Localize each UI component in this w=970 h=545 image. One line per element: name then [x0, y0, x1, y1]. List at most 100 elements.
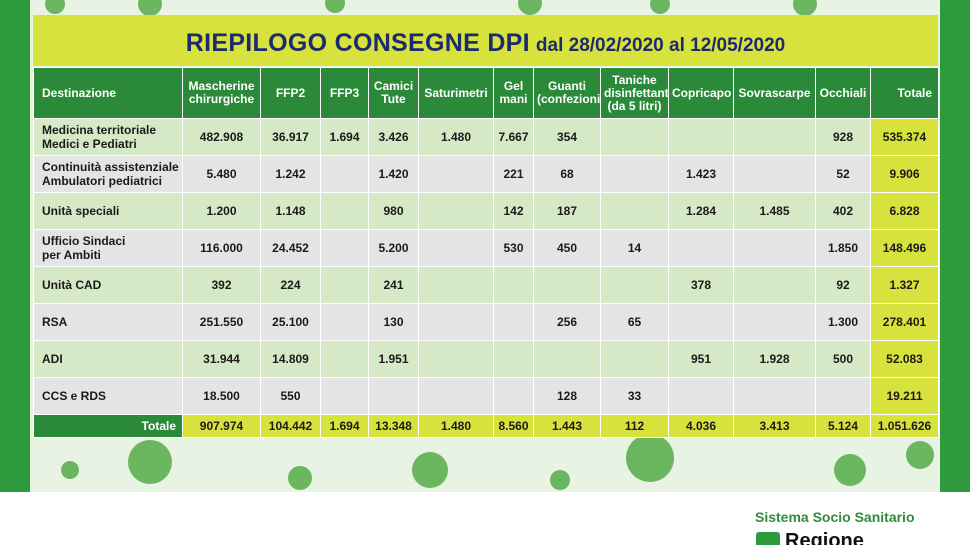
total-cell: 8.560: [493, 414, 534, 438]
value-cell: 550: [260, 377, 321, 415]
text-line: Mascherine: [188, 79, 255, 93]
text-line: Destinazione: [42, 85, 117, 100]
value-cell: 251.550: [182, 303, 261, 341]
value-cell: 5.480: [182, 155, 261, 193]
value-cell: [368, 377, 419, 415]
value-cell: [600, 192, 669, 230]
total-cell: 104.442: [260, 414, 321, 438]
value-cell: [600, 340, 669, 378]
value-cell: 142: [493, 192, 534, 230]
column-header: FFP3: [320, 67, 369, 119]
column-header: Totale: [870, 67, 939, 119]
value-cell: [733, 377, 816, 415]
value-cell: 18.500: [182, 377, 261, 415]
virus-decoration: [45, 0, 934, 490]
table-row: CCS e RDS 18.500 550 128 33 19.211: [33, 377, 939, 415]
value-cell: [320, 266, 369, 304]
text-line: Unità speciali: [42, 204, 120, 218]
value-cell: 24.452: [260, 229, 321, 267]
value-cell: 3.426: [368, 118, 419, 156]
value-cell: 980: [368, 192, 419, 230]
text-line: FFP2: [275, 85, 306, 100]
text-line: Ufficio Sindaci: [42, 234, 126, 248]
footer: Sistema Socio Sanitario Regione: [0, 492, 970, 545]
text-line: Unità CAD: [42, 278, 102, 292]
column-header: Mascherine chirurgiche: [182, 67, 261, 119]
column-header: Destinazione: [33, 67, 183, 119]
value-cell: 951: [668, 340, 734, 378]
value-cell: 1.327: [870, 266, 939, 304]
value-cell: 9.906: [870, 155, 939, 193]
value-cell: 1.300: [815, 303, 871, 341]
total-cell: 112: [600, 414, 669, 438]
value-cell: 14.809: [260, 340, 321, 378]
value-cell: [733, 303, 816, 341]
table-row: Medicina territoriale Medici e Pediatri 48…: [33, 118, 939, 156]
value-cell: [733, 229, 816, 267]
value-cell: [418, 266, 494, 304]
value-cell: [418, 303, 494, 341]
destination-cell: CCS e RDS: [33, 377, 183, 415]
value-cell: 278.401: [870, 303, 939, 341]
value-cell: [733, 155, 816, 193]
value-cell: 33: [600, 377, 669, 415]
value-cell: 187: [533, 192, 601, 230]
totals-label: Totale: [33, 414, 183, 438]
text-line: Guanti: [548, 79, 586, 93]
table-row: Ufficio Sindaci per Ambiti 116.000 24.452 5.…: [33, 229, 939, 267]
value-cell: 68: [533, 155, 601, 193]
value-cell: [668, 377, 734, 415]
dpi-table: Destinazione Mascherine chirurgiche FFP2 FFP…: [33, 67, 939, 438]
value-cell: [600, 118, 669, 156]
total-cell: 5.124: [815, 414, 871, 438]
column-header: Copricapo: [668, 67, 734, 119]
destination-cell: Unità CAD: [33, 266, 183, 304]
column-header: Occhiali: [815, 67, 871, 119]
text-line: per Ambiti: [42, 248, 101, 262]
text-line: Saturimetri: [424, 85, 488, 100]
total-cell: 4.036: [668, 414, 734, 438]
total-cell: 13.348: [368, 414, 419, 438]
value-cell: 1.480: [418, 118, 494, 156]
value-cell: [320, 377, 369, 415]
value-cell: 450: [533, 229, 601, 267]
table-row: Continuità assistenziale Ambulatori pedia…: [33, 155, 939, 193]
value-cell: 148.496: [870, 229, 939, 267]
text-line: FFP3: [329, 85, 360, 100]
column-header: Taniche disinfettante (da 5 litri): [600, 67, 669, 119]
value-cell: [493, 340, 534, 378]
total-cell: 907.974: [182, 414, 261, 438]
total-cell: 1.051.626: [870, 414, 939, 438]
value-cell: [418, 155, 494, 193]
value-cell: [733, 266, 816, 304]
text-line: Ambulatori pediatrici: [42, 174, 163, 188]
title-bar: RIEPILOGO CONSEGNE DPI dal 28/02/2020 al …: [33, 15, 938, 66]
destination-cell: Medicina territoriale Medici e Pediatri: [33, 118, 183, 156]
value-cell: 1.423: [668, 155, 734, 193]
value-cell: [418, 340, 494, 378]
value-cell: [418, 192, 494, 230]
region-name: Regione: [785, 530, 864, 545]
table-row: ADI 31.944 14.809 1.951 951 1.928 500 52.083: [33, 340, 939, 378]
region-logo: [756, 532, 780, 545]
text-line: Camici: [373, 79, 414, 93]
value-cell: [320, 155, 369, 193]
value-cell: [533, 266, 601, 304]
column-header: Gel mani: [493, 67, 534, 119]
text-line: Tute: [381, 92, 406, 106]
value-cell: 500: [815, 340, 871, 378]
value-cell: 378: [668, 266, 734, 304]
value-cell: [668, 303, 734, 341]
value-cell: 52: [815, 155, 871, 193]
value-cell: 116.000: [182, 229, 261, 267]
value-cell: [815, 377, 871, 415]
value-cell: 36.917: [260, 118, 321, 156]
value-cell: 1.951: [368, 340, 419, 378]
value-cell: [493, 266, 534, 304]
value-cell: 402: [815, 192, 871, 230]
period: dal 28/02/2020 al 12/05/2020: [535, 35, 786, 56]
value-cell: 482.908: [182, 118, 261, 156]
system-name: Sistema Socio Sanitario: [755, 509, 915, 525]
value-cell: 928: [815, 118, 871, 156]
value-cell: 92: [815, 266, 871, 304]
